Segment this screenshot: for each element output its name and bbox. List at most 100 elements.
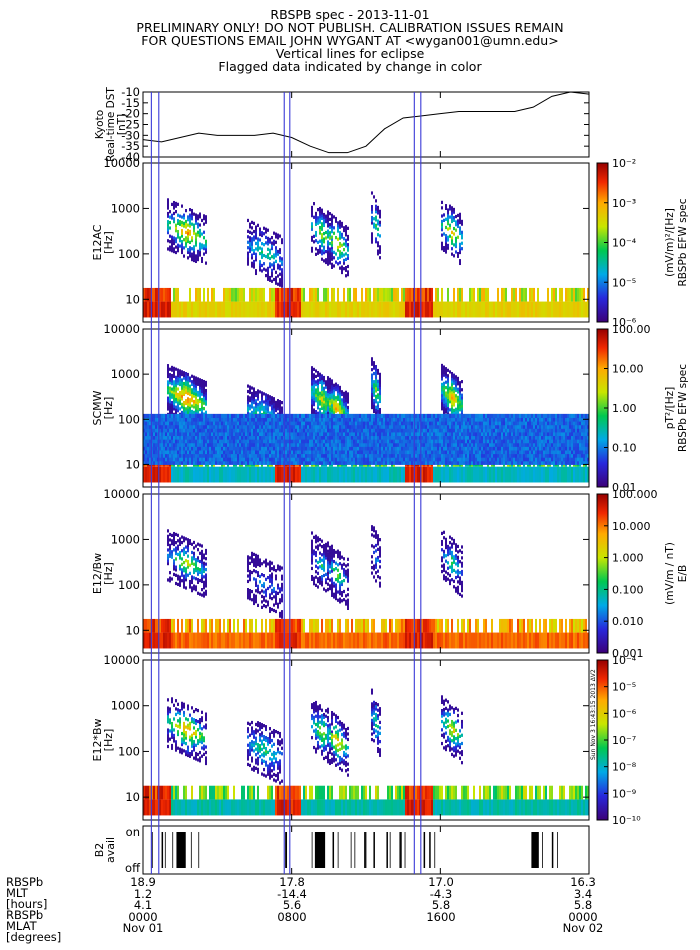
spec-cell bbox=[169, 457, 171, 462]
spec-cell bbox=[451, 208, 453, 213]
spec-cell bbox=[459, 261, 461, 266]
spec-cell bbox=[389, 449, 391, 455]
spec-cell bbox=[153, 424, 155, 429]
spec-cell bbox=[407, 428, 409, 433]
dst-ytick-label: -35 bbox=[121, 139, 140, 153]
spec-cell bbox=[445, 204, 447, 208]
spec-cell bbox=[167, 421, 169, 426]
spec-cell bbox=[461, 233, 463, 237]
spec-cell bbox=[385, 446, 387, 451]
spec-cell bbox=[205, 397, 207, 401]
spec-cell bbox=[261, 453, 263, 458]
spec-cell bbox=[253, 387, 255, 391]
spec-cell bbox=[389, 442, 391, 447]
spec-cell bbox=[315, 428, 317, 433]
spec-cell bbox=[269, 397, 271, 402]
spec-cell bbox=[311, 412, 313, 416]
spec-cell bbox=[201, 243, 203, 247]
spec-cell bbox=[399, 466, 401, 483]
spec-cell bbox=[243, 413, 245, 418]
spec-cell bbox=[279, 460, 281, 465]
spec-cell bbox=[317, 287, 319, 302]
spec-cell bbox=[409, 457, 411, 462]
spec-cell bbox=[145, 287, 147, 302]
spec-cell bbox=[357, 446, 359, 451]
spec-cell bbox=[155, 453, 157, 458]
spec-cell bbox=[231, 431, 233, 437]
spec-cell bbox=[333, 424, 335, 429]
spec-cell bbox=[453, 408, 455, 412]
spec-cell bbox=[345, 421, 347, 426]
spec-cell bbox=[375, 442, 377, 447]
spec-cell bbox=[383, 428, 385, 433]
spec-cell bbox=[451, 466, 453, 483]
spec-cell bbox=[325, 442, 327, 447]
spec-cell bbox=[163, 449, 165, 455]
spec-cell bbox=[375, 370, 377, 374]
spec-cell bbox=[441, 417, 443, 422]
spec-cell bbox=[211, 449, 213, 455]
spec-cell bbox=[441, 228, 443, 232]
spec-cell bbox=[249, 435, 251, 440]
spec-cell bbox=[337, 262, 339, 266]
spec-cell bbox=[249, 247, 251, 251]
spec-cell bbox=[171, 449, 173, 455]
spec-cell bbox=[397, 287, 399, 302]
spec-cell bbox=[293, 431, 295, 437]
spec-cell bbox=[371, 210, 373, 214]
spec-cell bbox=[433, 457, 435, 462]
spec-cell bbox=[441, 301, 443, 318]
spec-cell bbox=[387, 466, 389, 483]
spec-cell bbox=[305, 421, 307, 426]
spec-cell bbox=[251, 256, 253, 260]
spec-cell bbox=[145, 413, 147, 418]
spec-cell bbox=[327, 215, 329, 220]
spec-cell bbox=[197, 404, 199, 408]
spec-cell bbox=[169, 215, 171, 219]
spec-cell bbox=[453, 453, 455, 458]
spec-cell bbox=[241, 287, 243, 302]
spec-cell bbox=[351, 424, 353, 429]
spec-cell bbox=[205, 388, 207, 393]
spec-cell bbox=[377, 428, 379, 433]
spec-cell bbox=[255, 287, 257, 302]
spec-cell bbox=[451, 247, 453, 251]
spec-cell bbox=[347, 234, 349, 239]
spec-cell bbox=[255, 230, 257, 235]
spec-cell bbox=[329, 247, 331, 251]
spec-cell bbox=[355, 413, 357, 418]
spec-cell bbox=[333, 446, 335, 451]
spec-cell bbox=[191, 453, 193, 458]
spec-cell bbox=[177, 249, 179, 253]
spec-cell bbox=[277, 401, 279, 405]
spec-cell bbox=[415, 449, 417, 455]
spec-cell bbox=[445, 396, 447, 401]
spec-cell bbox=[449, 234, 451, 238]
spec-cell bbox=[165, 417, 167, 422]
spec-cell bbox=[449, 226, 451, 230]
spec-cell bbox=[297, 421, 299, 426]
spec-cell bbox=[249, 457, 251, 462]
spec-cell bbox=[237, 457, 239, 462]
spec-cell bbox=[383, 442, 385, 447]
spec-cell bbox=[367, 413, 369, 418]
spec-cell bbox=[149, 449, 151, 455]
spec-cell bbox=[317, 221, 319, 225]
spec-cell bbox=[201, 218, 203, 223]
spec-cell bbox=[255, 428, 257, 433]
spec-cell bbox=[187, 435, 189, 440]
spec-cell bbox=[237, 287, 239, 302]
spec-cell bbox=[377, 409, 379, 413]
spec-cell bbox=[327, 408, 329, 412]
spec-cell bbox=[375, 439, 377, 444]
spec-cell bbox=[521, 287, 523, 302]
spec-cell bbox=[213, 421, 215, 426]
spec-cell bbox=[465, 439, 467, 444]
spec-cell bbox=[171, 390, 173, 394]
spec-cell bbox=[169, 431, 171, 437]
spec-cell bbox=[537, 301, 539, 318]
spec-cell bbox=[173, 435, 175, 440]
spec-cell bbox=[229, 287, 231, 302]
spec-cell bbox=[341, 413, 343, 418]
spec-cell bbox=[375, 367, 377, 371]
